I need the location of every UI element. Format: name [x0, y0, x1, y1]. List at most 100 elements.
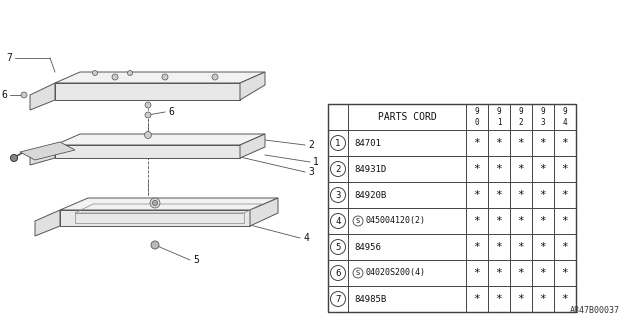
Bar	[466, 260, 488, 286]
Bar	[554, 156, 576, 182]
Bar	[348, 286, 466, 312]
Text: 5: 5	[335, 243, 340, 252]
Bar	[488, 234, 510, 260]
Bar	[488, 182, 510, 208]
Polygon shape	[240, 134, 265, 158]
Text: 4: 4	[335, 217, 340, 226]
Bar	[554, 130, 576, 156]
Bar	[328, 260, 348, 286]
Bar	[554, 182, 576, 208]
Bar	[532, 182, 554, 208]
Text: 2: 2	[308, 140, 314, 150]
Text: *: *	[562, 242, 568, 252]
Text: *: *	[562, 216, 568, 226]
Bar	[328, 286, 348, 312]
Text: *: *	[474, 294, 481, 304]
Text: S: S	[356, 218, 360, 224]
Text: PARTS CORD: PARTS CORD	[378, 112, 436, 122]
Text: 7: 7	[335, 294, 340, 303]
Bar	[488, 286, 510, 312]
Circle shape	[10, 155, 17, 162]
Text: 9
4: 9 4	[563, 107, 567, 127]
Bar	[488, 104, 510, 130]
Bar	[348, 234, 466, 260]
Text: 9
1: 9 1	[497, 107, 501, 127]
Text: *: *	[495, 268, 502, 278]
Text: 1: 1	[335, 139, 340, 148]
Polygon shape	[20, 142, 75, 160]
Text: *: *	[495, 216, 502, 226]
Bar	[348, 208, 466, 234]
Bar	[532, 286, 554, 312]
Bar	[510, 234, 532, 260]
Text: *: *	[562, 138, 568, 148]
Text: 3: 3	[335, 190, 340, 199]
Text: 2: 2	[335, 164, 340, 173]
Bar	[348, 130, 466, 156]
Text: *: *	[540, 268, 547, 278]
Text: 9
3: 9 3	[541, 107, 545, 127]
Text: *: *	[495, 190, 502, 200]
Circle shape	[112, 74, 118, 80]
Text: *: *	[474, 268, 481, 278]
Bar	[510, 182, 532, 208]
Circle shape	[21, 92, 27, 98]
Text: *: *	[518, 190, 524, 200]
Bar	[510, 130, 532, 156]
Bar	[532, 208, 554, 234]
Bar	[328, 130, 348, 156]
Bar	[510, 208, 532, 234]
Text: A847B00037: A847B00037	[570, 306, 620, 315]
Text: *: *	[495, 294, 502, 304]
Bar	[328, 208, 348, 234]
Polygon shape	[60, 210, 250, 226]
Text: *: *	[474, 242, 481, 252]
Bar	[488, 130, 510, 156]
Bar	[488, 260, 510, 286]
Bar	[532, 260, 554, 286]
Text: *: *	[495, 242, 502, 252]
Text: *: *	[474, 164, 481, 174]
Text: *: *	[562, 294, 568, 304]
Text: 6: 6	[1, 90, 7, 100]
Text: *: *	[474, 138, 481, 148]
Bar	[328, 234, 348, 260]
Text: *: *	[562, 190, 568, 200]
Text: *: *	[540, 242, 547, 252]
Polygon shape	[30, 145, 55, 165]
Bar	[328, 156, 348, 182]
Circle shape	[150, 198, 160, 208]
Polygon shape	[30, 83, 55, 110]
Text: 3: 3	[308, 167, 314, 177]
Text: *: *	[495, 164, 502, 174]
Circle shape	[145, 102, 151, 108]
Polygon shape	[55, 145, 240, 158]
Bar	[328, 104, 348, 130]
Polygon shape	[55, 134, 265, 145]
Text: S: S	[356, 270, 360, 276]
Text: *: *	[495, 138, 502, 148]
Text: *: *	[540, 216, 547, 226]
Text: 6: 6	[335, 268, 340, 277]
Bar	[466, 130, 488, 156]
Bar	[466, 182, 488, 208]
Bar	[554, 234, 576, 260]
Text: 9
0: 9 0	[475, 107, 479, 127]
Bar	[466, 104, 488, 130]
Text: *: *	[474, 216, 481, 226]
Bar	[488, 208, 510, 234]
Bar	[510, 286, 532, 312]
Text: 84956: 84956	[354, 243, 381, 252]
Polygon shape	[240, 72, 265, 100]
Polygon shape	[250, 198, 278, 226]
Bar	[532, 234, 554, 260]
Text: *: *	[540, 294, 547, 304]
Text: *: *	[474, 190, 481, 200]
Bar	[348, 182, 466, 208]
Text: *: *	[518, 242, 524, 252]
Bar	[348, 104, 466, 130]
Bar	[554, 208, 576, 234]
Text: *: *	[518, 216, 524, 226]
Bar	[466, 234, 488, 260]
Bar	[466, 208, 488, 234]
